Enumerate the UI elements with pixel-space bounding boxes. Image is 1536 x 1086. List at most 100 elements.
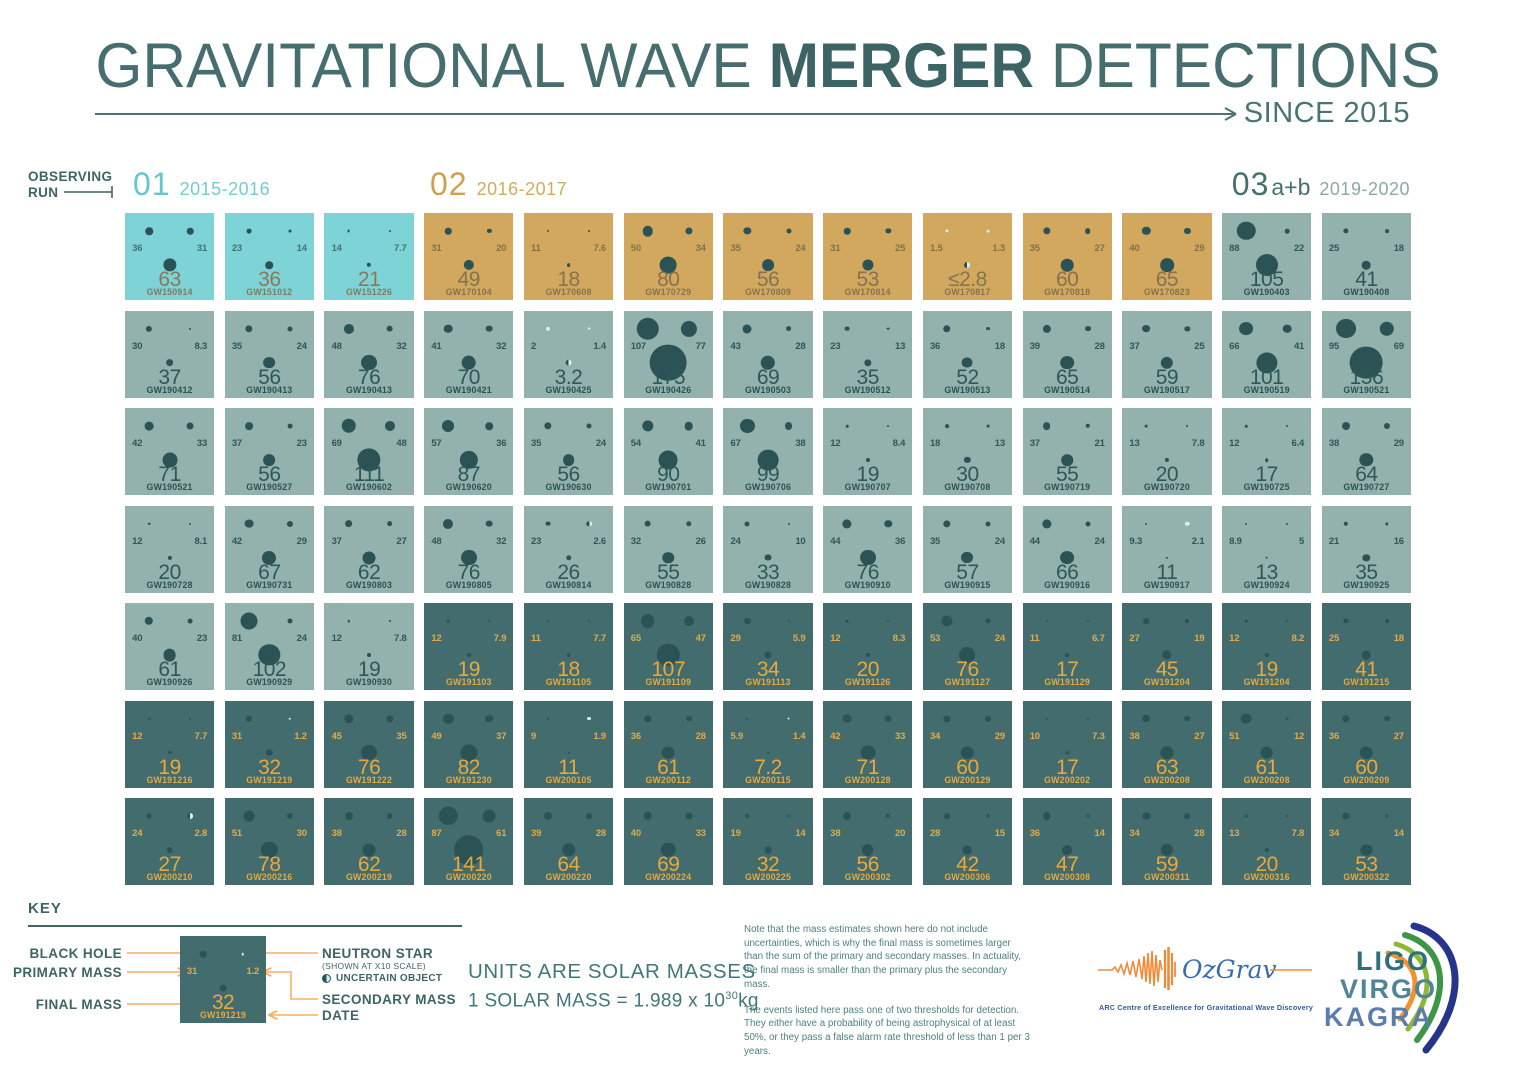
primary-mass-value: 30 bbox=[132, 340, 143, 352]
final-mass-value: 36 bbox=[258, 268, 281, 291]
secondary-mass-value: 24 bbox=[1094, 535, 1105, 547]
primary-mass-value: 50 bbox=[630, 243, 641, 254]
final-mass-value: 20 bbox=[856, 658, 880, 681]
secondary-mass-value: 14 bbox=[296, 243, 307, 254]
event-name: GW191103 bbox=[445, 677, 492, 687]
primary-mass-value: 11 bbox=[1029, 633, 1040, 644]
primary-mass-circle bbox=[145, 227, 153, 235]
event-name: GW191204 bbox=[1243, 677, 1290, 687]
primary-mass-value: 40 bbox=[630, 828, 641, 839]
event-tile-GW170608: 11 7.6 18 GW170608 bbox=[523, 213, 614, 300]
merged-mass-circle bbox=[258, 644, 281, 666]
final-mass-value: 18 bbox=[557, 268, 580, 291]
primary-mass-value: 29 bbox=[730, 633, 741, 644]
merged-mass-circle bbox=[1264, 458, 1269, 462]
primary-mass-circle bbox=[945, 229, 949, 233]
final-mass-value: 41 bbox=[1355, 268, 1378, 291]
event-tile-GW200308: 36 14 47 GW200308 bbox=[1022, 798, 1112, 885]
final-mass-value: 42 bbox=[956, 853, 979, 876]
final-mass-value: 20 bbox=[1155, 463, 1179, 486]
secondary-mass-circle bbox=[488, 620, 491, 622]
event-tile-GW190720: 13 7.8 20 GW190720 bbox=[1122, 408, 1212, 495]
secondary-mass-value: 1.9 bbox=[593, 730, 607, 742]
event-name: GW191105 bbox=[545, 677, 592, 687]
secondary-mass-value: 19 bbox=[1194, 633, 1205, 644]
primary-mass-circle bbox=[1341, 422, 1350, 430]
event-tile-GW191103: 12 7.9 19 GW191103 bbox=[424, 603, 514, 690]
event-tile-GW190929: 81 24 102 GW190929 bbox=[224, 603, 314, 690]
secondary-mass-circle bbox=[1385, 521, 1389, 526]
primary-mass-circle bbox=[1244, 619, 1248, 623]
final-mass-value: 32 bbox=[756, 853, 780, 876]
primary-mass-circle bbox=[244, 519, 254, 528]
secondary-mass-circle bbox=[686, 520, 692, 527]
primary-mass-circle bbox=[1343, 521, 1349, 526]
event-tile-GW191109: 65 47 107 GW191109 bbox=[623, 603, 713, 690]
event-name: GW190910 bbox=[844, 579, 891, 590]
primary-mass-value: 43 bbox=[730, 340, 741, 352]
secondary-mass-value: 27 bbox=[1094, 243, 1105, 254]
primary-mass-value: 51 bbox=[1229, 730, 1240, 742]
primary-mass-circle bbox=[344, 519, 353, 528]
merged-mass-circle bbox=[764, 554, 772, 561]
event-tile-GW190514: 39 28 65 GW190514 bbox=[1022, 310, 1112, 398]
primary-mass-value: 27 bbox=[1129, 633, 1140, 644]
final-mass-value: 19 bbox=[856, 463, 880, 486]
secondary-mass-value: 34 bbox=[695, 243, 706, 254]
secondary-mass-value: 37 bbox=[496, 730, 507, 742]
run-o3-years: 2019-2020 bbox=[1319, 179, 1410, 199]
final-mass-value: 60 bbox=[1056, 268, 1079, 291]
merged-mass-circle bbox=[1362, 553, 1371, 562]
final-mass-value: 18 bbox=[557, 658, 580, 681]
merged-mass-circle bbox=[962, 357, 973, 368]
event-tile-GW190930: 12 7.8 19 GW190930 bbox=[324, 603, 414, 690]
event-tile-GW190910: 44 36 76 GW190910 bbox=[823, 505, 913, 593]
primary-mass-value: 34 bbox=[1129, 828, 1140, 839]
primary-mass-value: 65 bbox=[630, 633, 641, 644]
primary-mass-value: 38 bbox=[1129, 730, 1140, 742]
primary-mass-circle bbox=[1244, 424, 1248, 428]
event-tile-GW190412: 30 8.3 37 GW190412 bbox=[125, 310, 215, 398]
secondary-mass-value: 33 bbox=[895, 730, 906, 742]
secondary-mass-circle bbox=[1385, 619, 1389, 623]
primary-mass-circle bbox=[1143, 618, 1150, 624]
primary-mass-circle bbox=[1239, 321, 1254, 336]
primary-mass-circle bbox=[443, 713, 454, 724]
merged-mass-circle bbox=[1065, 750, 1069, 755]
event-tile-GW191126: 12 8.3 20 GW191126 bbox=[823, 603, 913, 690]
primary-mass-value: 13 bbox=[1129, 438, 1140, 449]
secondary-mass-value: 7.7 bbox=[593, 633, 607, 644]
event-name: GW200220 bbox=[445, 872, 492, 882]
event-name: GW190701 bbox=[645, 482, 692, 492]
merged-mass-circle bbox=[1060, 258, 1074, 272]
event-name: GW200216 bbox=[246, 872, 293, 882]
primary-mass-value: 28 bbox=[929, 828, 941, 839]
secondary-mass-circle bbox=[189, 327, 192, 330]
final-mass-value: 7.2 bbox=[754, 755, 782, 779]
secondary-mass-circle bbox=[588, 620, 591, 622]
event-tile-GW200209: 36 27 60 GW200209 bbox=[1321, 700, 1411, 788]
event-tile-GW190828: 32 26 55 GW190828 bbox=[623, 505, 713, 593]
final-mass-value: 19 bbox=[357, 658, 381, 681]
final-mass-value: 62 bbox=[357, 853, 381, 876]
final-mass-value: 11 bbox=[558, 755, 579, 779]
secondary-mass-value: 2.6 bbox=[593, 535, 607, 547]
event-name: GW191129 bbox=[1044, 677, 1090, 687]
secondary-mass-value: 18 bbox=[994, 340, 1005, 352]
merged-mass-circle bbox=[265, 749, 273, 756]
merged-mass-circle bbox=[764, 651, 772, 659]
units-line1: UNITS ARE SOLAR MASSES bbox=[468, 960, 756, 983]
event-name: GW200308 bbox=[1044, 872, 1091, 882]
merged-mass-circle bbox=[361, 354, 378, 371]
primary-mass-circle bbox=[1045, 619, 1048, 623]
event-name: GW191109 bbox=[645, 677, 692, 687]
primary-mass-circle bbox=[146, 813, 152, 819]
event-name: GW190925 bbox=[1343, 579, 1390, 590]
key-label-black-hole: BLACK HOLE bbox=[29, 946, 122, 961]
secondary-mass-value: 7.7 bbox=[194, 730, 208, 742]
final-mass-value: 175 bbox=[651, 365, 686, 389]
event-name: GW190412 bbox=[146, 384, 193, 395]
final-mass-value: 87 bbox=[457, 463, 481, 486]
primary-mass-value: 54 bbox=[630, 438, 641, 449]
primary-mass-value: 48 bbox=[331, 340, 342, 352]
